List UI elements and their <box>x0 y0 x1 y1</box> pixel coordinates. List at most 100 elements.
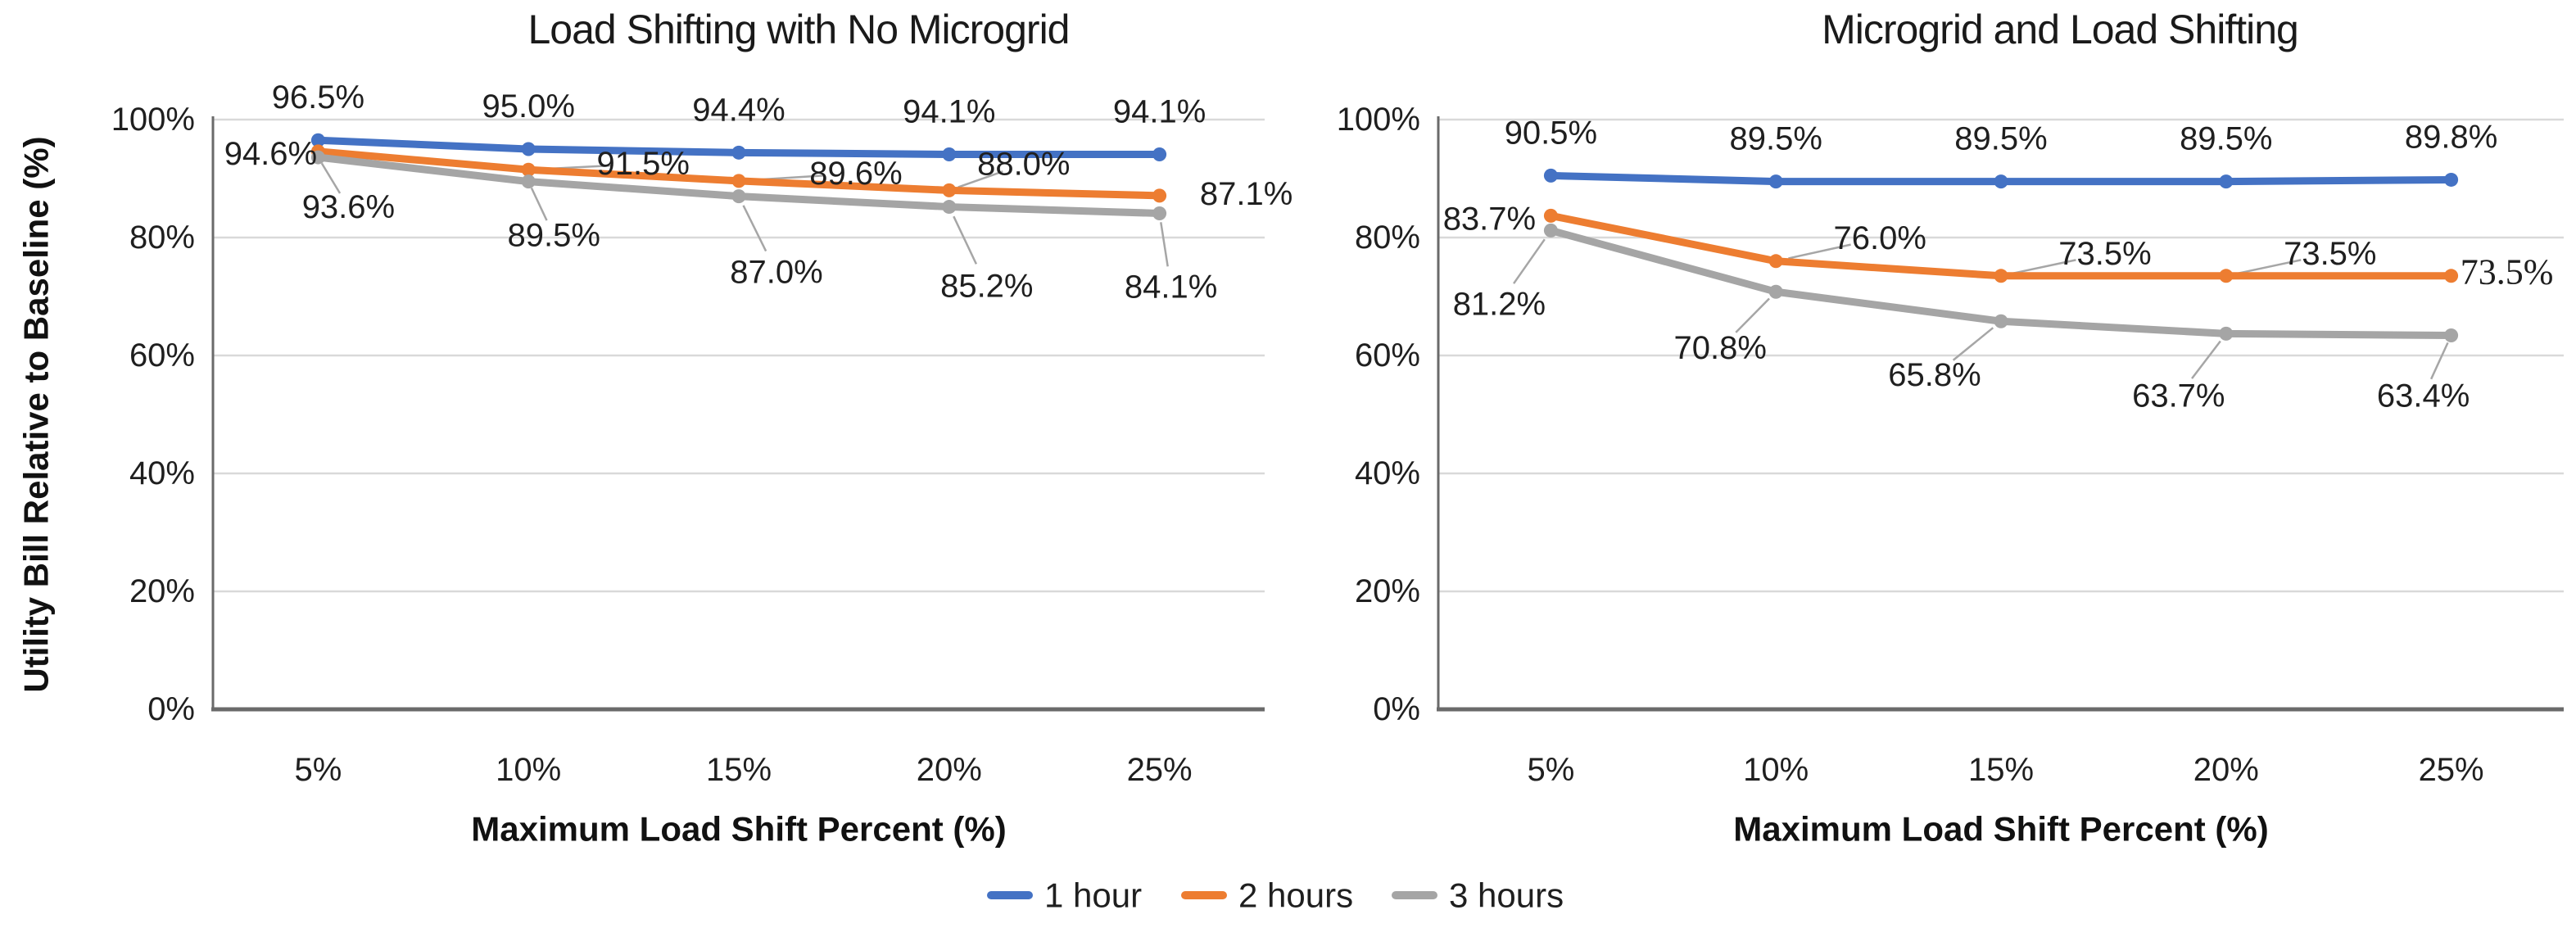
data-label: 63.7% <box>2132 378 2225 414</box>
data-point-marker <box>942 147 957 161</box>
x-axis-title: Maximum Load Shift Percent (%) <box>471 810 1006 849</box>
y-tick-label: 100% <box>1337 102 1420 138</box>
x-axis-title: Maximum Load Shift Percent (%) <box>1733 810 2268 849</box>
leader-line <box>742 205 767 252</box>
leader-line <box>1513 238 1546 284</box>
leader-line <box>2191 340 2221 379</box>
legend-swatch <box>987 891 1033 899</box>
data-label: 81.2% <box>1453 286 1546 322</box>
data-point-marker <box>521 162 536 177</box>
data-point-marker <box>1994 174 2008 189</box>
data-label: 87.1% <box>1200 176 1293 212</box>
chart-title: Microgrid and Load Shifting <box>1822 7 2298 52</box>
data-point-marker <box>731 145 746 160</box>
legend-label: 1 hour <box>1044 876 1142 915</box>
x-tick-label: 20% <box>917 752 982 788</box>
leader-line <box>1788 243 1851 260</box>
data-point-marker <box>1768 174 1783 189</box>
data-label: 84.1% <box>1125 269 1217 305</box>
data-label: 94.4% <box>692 92 785 128</box>
data-point-marker <box>942 183 957 197</box>
legend-label: 3 hours <box>1449 876 1564 915</box>
leader-line <box>1952 327 1994 361</box>
data-point-marker <box>310 150 325 165</box>
x-tick-label: 20% <box>2193 752 2259 788</box>
data-point-marker <box>731 189 746 204</box>
data-label: 73.5% <box>2461 251 2554 292</box>
data-point-marker <box>2444 172 2459 187</box>
data-label: 73.5% <box>2284 236 2376 272</box>
x-tick-label: 10% <box>496 752 561 788</box>
data-label: 88.0% <box>977 146 1070 182</box>
leader-line <box>1735 297 1770 333</box>
data-label: 93.6% <box>302 189 395 225</box>
legend-swatch <box>1181 891 1227 899</box>
leader-line <box>953 215 978 265</box>
y-tick-label: 40% <box>1355 455 1420 491</box>
leader-line <box>320 162 342 194</box>
leader-line <box>958 170 1003 188</box>
data-point-marker <box>521 142 536 156</box>
data-label: 76.0% <box>1833 220 1926 256</box>
data-point-marker <box>1543 208 1558 223</box>
x-tick-label: 5% <box>294 752 342 788</box>
data-label: 94.1% <box>1113 93 1206 129</box>
x-tick-label: 25% <box>1127 752 1193 788</box>
data-point-marker <box>310 133 325 147</box>
leader-line <box>2429 342 2449 380</box>
data-point-marker <box>1543 223 1558 238</box>
data-point-marker <box>2219 269 2234 283</box>
data-label: 87.0% <box>730 255 822 291</box>
data-label: 91.5% <box>596 146 689 182</box>
data-label: 89.5% <box>507 218 600 254</box>
leader-line <box>530 187 548 221</box>
y-tick-label: 0% <box>147 691 195 727</box>
leader-line <box>2238 259 2302 274</box>
data-label: 70.8% <box>1673 330 1766 366</box>
data-point-marker <box>1768 284 1783 299</box>
legend-item-1-hour: 1 hour <box>987 876 1142 915</box>
data-point-marker <box>521 174 536 189</box>
x-tick-label: 15% <box>706 752 772 788</box>
data-point-marker <box>731 174 746 188</box>
legend-item-3-hours: 3 hours <box>1392 876 1564 915</box>
data-point-marker <box>1152 188 1167 203</box>
data-point-marker <box>2444 269 2459 283</box>
chart-load-shifting-with-no-microgrid: 0% 20% 40% 60% 80% 100% 5% 10% 15% 20% 25% Load Shi… <box>17 7 1293 849</box>
chart-microgrid-and-load-shifting: 0% 20% 40% 60% 80% 100% 5% 10% 15% 20% 25% Microgri… <box>1337 7 2564 849</box>
y-tick-label: 80% <box>129 220 195 256</box>
data-label: 89.5% <box>2180 121 2272 157</box>
y-tick-label: 0% <box>1373 691 1420 727</box>
data-point-marker <box>2219 326 2234 341</box>
data-point-marker <box>1152 206 1167 220</box>
data-label: 65.8% <box>1888 357 1981 393</box>
legend: 1 hour 2 hours 3 hours <box>987 876 1564 915</box>
y-tick-label: 80% <box>1355 220 1420 256</box>
data-point-marker <box>1768 254 1783 269</box>
data-label: 89.6% <box>809 156 902 192</box>
data-label: 63.4% <box>2377 378 2470 414</box>
x-tick-label: 5% <box>1527 752 1574 788</box>
y-tick-label: 60% <box>129 337 195 373</box>
data-label: 95.0% <box>482 88 574 124</box>
x-tick-label: 25% <box>2419 752 2484 788</box>
data-label: 94.6% <box>224 136 317 172</box>
y-tick-label: 20% <box>1355 573 1420 609</box>
data-label: 83.7% <box>1443 201 1536 237</box>
y-tick-label: 40% <box>129 455 195 491</box>
legend-item-2-hours: 2 hours <box>1181 876 1353 915</box>
data-label: 85.2% <box>940 269 1033 305</box>
data-point-marker <box>2444 328 2459 343</box>
data-point-marker <box>1994 314 2008 328</box>
data-label: 96.5% <box>272 79 364 115</box>
data-point-marker <box>1994 269 2008 283</box>
y-tick-label: 60% <box>1355 337 1420 373</box>
data-label: 73.5% <box>2058 236 2151 272</box>
chart-title: Load Shifting with No Microgrid <box>528 7 1070 52</box>
data-point-marker <box>942 200 957 215</box>
leader-line <box>1160 222 1169 267</box>
data-point-marker <box>2219 174 2234 189</box>
x-tick-label: 15% <box>1968 752 2034 788</box>
